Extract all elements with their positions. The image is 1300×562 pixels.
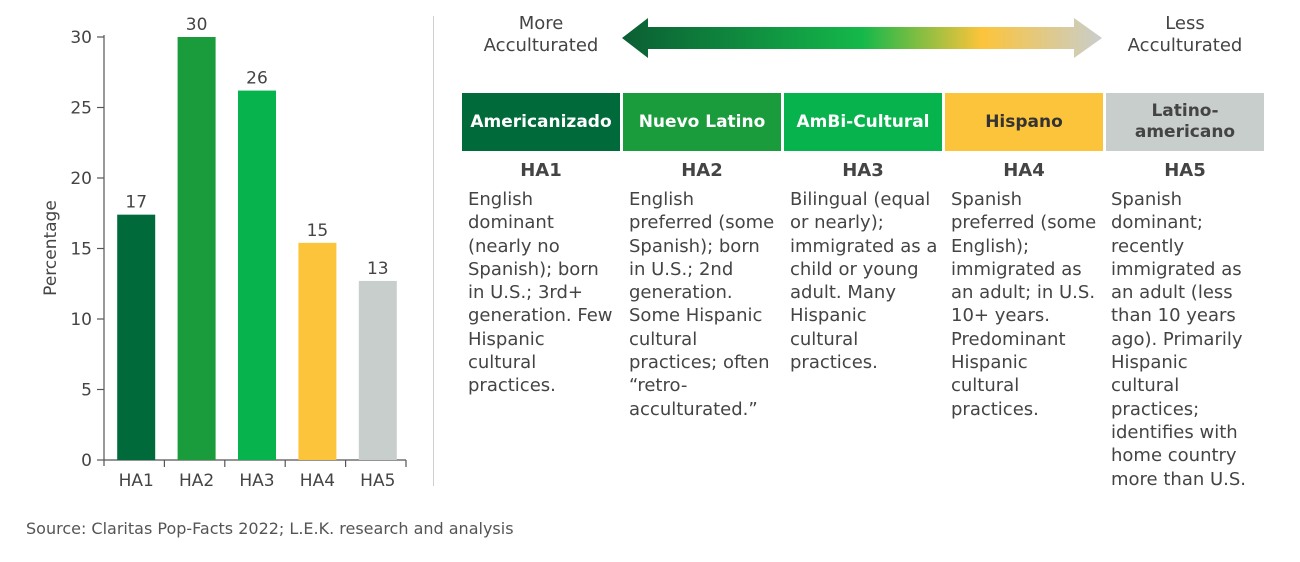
segment-header-latino-americano: Latino-americano [1106,93,1264,151]
segment-code-ha5: HA5 [1164,160,1206,181]
bar-ha1 [117,214,156,460]
y-tick-label-25: 25 [70,99,92,119]
acculturation-arrow [622,18,1102,58]
x-tick-label-ha4: HA4 [300,471,335,491]
less-acculturated-label: Less Acculturated [1112,13,1258,57]
segment-description-ha5: Spanish dominant; recently immigrated as… [1111,189,1247,490]
segment-description-ha2: English preferred (some Spanish); born i… [629,189,775,420]
bar-ha5 [358,280,397,460]
bar-chart: 0 5 10 15 20 25 30 Percentage 17 HA1 30 HA2 26 HA3 15 H… [41,15,407,491]
more-label-line1: More [518,13,564,34]
y-tick-label-5: 5 [81,381,92,401]
panel-divider [433,16,434,486]
segment-code-ha4: HA4 [1003,160,1045,181]
segment-header-ambi-cultural: AmBi-Cultural [784,93,942,151]
bar-value-label-ha3: 26 [246,69,268,89]
x-tick-label-ha2: HA2 [179,471,214,491]
y-tick-label-15: 15 [70,240,92,260]
x-tick-label-ha1: HA1 [119,471,154,491]
y-tick-label-0: 0 [81,451,92,471]
less-label-line2: Acculturated [1127,35,1243,56]
segment-header-hispano: Hispano [945,93,1103,151]
bar-value-label-ha1: 17 [125,193,147,213]
bar-ha2 [177,37,216,460]
bar-ha4 [298,242,337,460]
segment-code-ha3: HA3 [842,160,884,181]
y-axis-label: Percentage [41,200,61,296]
segment-header-americanizado: Americanizado [462,93,620,151]
segment-code-ha1: HA1 [520,160,562,181]
less-label-line1: Less [1165,13,1205,34]
bar-value-label-ha2: 30 [186,15,208,35]
bar-value-label-ha5: 13 [367,259,389,279]
segment-description-ha3: Bilingual (equal or nearly); immigrated … [790,189,938,374]
x-tick-label-ha5: HA5 [360,471,395,491]
bar-ha3 [238,90,276,460]
x-tick-label-ha3: HA3 [239,471,274,491]
y-tick-label-10: 10 [70,310,92,330]
segment-description-ha1: English dominant (nearly no Spanish); bo… [468,189,613,397]
y-tick-label-20: 20 [70,169,92,189]
segment-description-ha4: Spanish preferred (some English); immigr… [951,189,1097,420]
y-tick-label-30: 30 [70,28,92,48]
segment-header-row: Americanizado Nuevo Latino AmBi-Cultural… [462,93,1264,151]
segment-code-ha2: HA2 [681,160,723,181]
more-label-line2: Acculturated [483,35,599,56]
more-acculturated-label: More Acculturated [468,13,614,57]
segment-header-nuevo-latino: Nuevo Latino [623,93,781,151]
source-note: Source: Claritas Pop-Facts 2022; L.E.K. … [26,519,514,538]
bar-value-label-ha4: 15 [307,221,329,241]
